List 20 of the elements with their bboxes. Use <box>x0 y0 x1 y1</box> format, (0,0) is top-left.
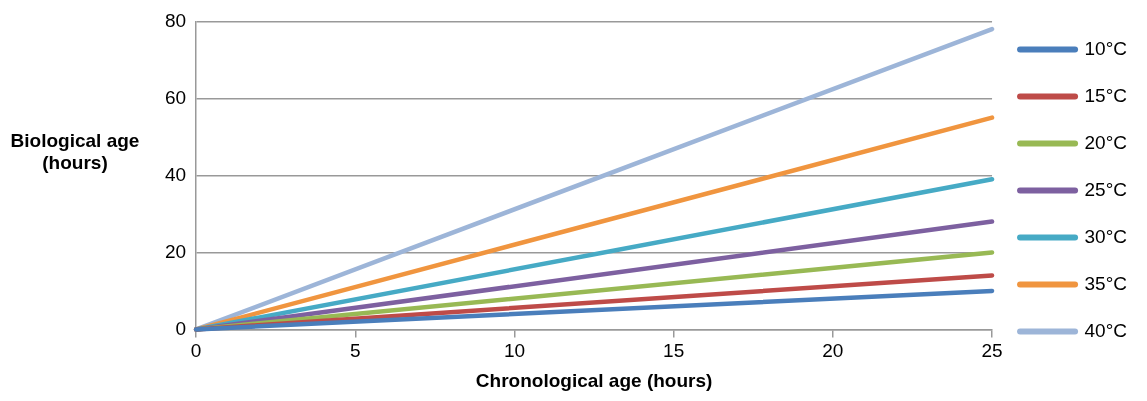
y-tick-label: 60 <box>164 86 187 108</box>
legend-label: 25°C <box>1084 178 1127 200</box>
x-tick-label: 0 <box>190 340 202 362</box>
legend-label: 15°C <box>1084 84 1127 106</box>
y-axis-title: Biological age (hours) <box>9 130 141 174</box>
x-tick-label: 10 <box>503 340 526 362</box>
x-tick-label: 5 <box>350 340 361 362</box>
y-tick-label: 20 <box>164 240 187 262</box>
legend-label: 35°C <box>1084 272 1127 294</box>
legend-label: 30°C <box>1084 225 1127 247</box>
y-tick-label: 80 <box>164 9 187 31</box>
legend-label: 40°C <box>1084 319 1127 341</box>
x-tick-label: 15 <box>663 340 685 362</box>
x-tick-label: 25 <box>981 340 1003 362</box>
x-axis-title: Chronological age (hours) <box>475 369 713 391</box>
x-tick-label: 20 <box>822 340 844 362</box>
y-tick-label: 40 <box>164 163 187 185</box>
legend-label: 10°C <box>1084 37 1127 59</box>
legend-label: 20°C <box>1084 131 1127 153</box>
y-tick-label: 0 <box>175 317 187 339</box>
